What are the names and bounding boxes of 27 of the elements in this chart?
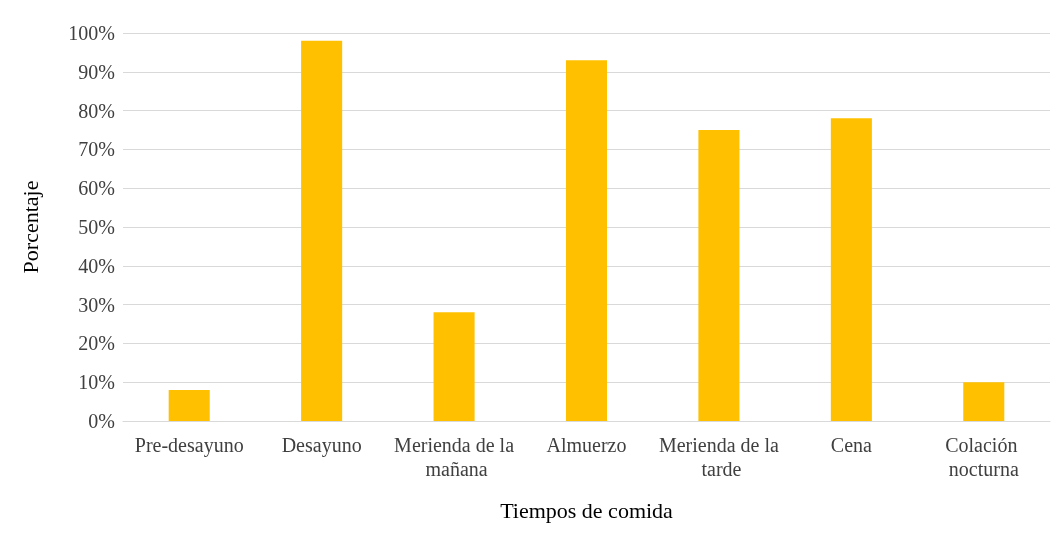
bar	[830, 118, 872, 421]
y-tick-label: 90%	[78, 60, 115, 83]
y-tick-label: 70%	[78, 138, 115, 161]
bar	[565, 60, 608, 421]
y-tick-label: 10%	[78, 371, 115, 394]
x-tick-label: Almuerzo	[546, 434, 627, 456]
y-tick-label: 50%	[78, 216, 115, 238]
bar	[301, 40, 343, 421]
x-tick-label: Pre-desayuno	[134, 434, 244, 457]
bar	[433, 312, 475, 421]
bar	[168, 389, 210, 421]
x-tick-label: Colación nocturna	[945, 434, 1023, 480]
bar	[698, 130, 740, 421]
y-tick-label: 30%	[78, 293, 115, 316]
y-tick-label: 100%	[68, 22, 115, 44]
bar	[963, 382, 1005, 421]
x-tick-label: Cena	[830, 434, 873, 456]
y-tick-label: 20%	[78, 332, 115, 355]
y-tick-label: 40%	[78, 254, 115, 277]
y-tick-label: 80%	[78, 99, 115, 122]
y-tick-label: 0%	[88, 410, 115, 432]
y-tick-label: 60%	[78, 177, 115, 200]
x-axis-title: Tiempos de comida	[500, 497, 674, 523]
x-tick-label: Desayuno	[281, 434, 362, 457]
x-tick-label: Merienda de la mañana	[394, 434, 515, 480]
y-axis-title: Porcentaje	[17, 180, 43, 274]
x-tick-label: Merienda de la tarde	[658, 434, 780, 480]
